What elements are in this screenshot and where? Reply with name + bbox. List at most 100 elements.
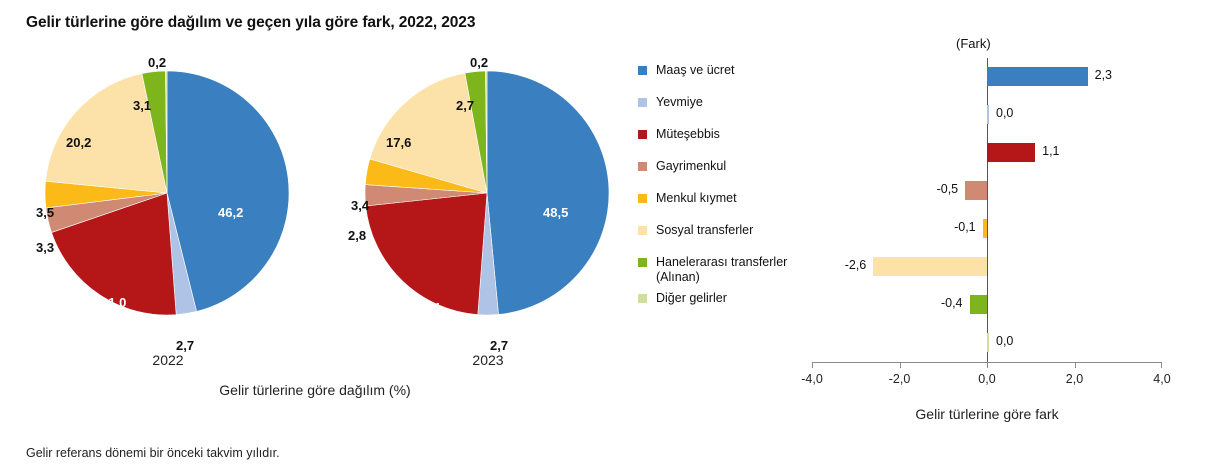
pie-slice-value-label: 46,2 [218,205,244,220]
pie-slice-value-label: 2,7 [490,338,509,353]
pie-slice-value-label: 3,5 [36,205,55,220]
bar-segment[interactable] [987,143,1036,162]
bar-segment[interactable] [987,333,989,352]
pie-chart-2023: 2023 48,5 2,7 22,1 2,8 3,4 17,6 2,7 0,2 [338,50,638,390]
legend-item-mutesebbis[interactable]: Müteşebbis [638,127,838,142]
pie-slice-value-label: 48,5 [543,205,569,220]
bar-chart-fark-label: (Fark) [956,36,991,51]
legend-swatch-icon [638,162,647,171]
bar-segment[interactable] [982,219,987,238]
legend-item-gayrimenkul[interactable]: Gayrimenkul [638,159,838,174]
footnote: Gelir referans dönemi bir önceki takvim … [26,446,280,460]
pie-slice-value-label: 3,4 [351,198,370,213]
pie-slice[interactable] [485,70,488,194]
legend-item-label-line1: Hanelerarası transferler [656,255,788,269]
x-axis-tick-mark [812,362,813,368]
legend: Maaş ve ücret Yevmiye Müteşebbis Gayrime… [638,63,838,323]
pie-chart-2022: 2022 46,2 2,7 21,0 3,3 3,5 20,2 3,1 0,2 [18,50,318,390]
legend-item-label: Maaş ve ücret [656,63,735,77]
bar-value-label: -0,5 [936,182,959,196]
bar-zero-axis-line [987,58,988,362]
bar-row: -2,6 [812,248,1162,286]
bar-value-label: -2,6 [844,258,867,272]
bar-value-label: 0,0 [996,106,1014,120]
bar-segment[interactable] [987,67,1088,86]
pie-slice-value-label: 3,3 [36,240,55,255]
bar-row: -0,1 [812,210,1162,248]
bar-segment[interactable] [873,257,987,276]
legend-swatch-icon [638,130,647,139]
legend-item-menkul-kiymet[interactable]: Menkul kıymet [638,191,838,206]
bar-value-label: 0,0 [996,334,1014,348]
pie-charts-panel: 2022 46,2 2,7 21,0 3,3 3,5 20,2 3,1 0,2 2023 48… [0,50,630,430]
x-axis-tick-label: 4,0 [1153,372,1171,386]
bar-axis-title: Gelir türlerine göre fark [915,406,1059,422]
pie-2023-year-label: 2023 [472,352,504,368]
legend-item-label-line2: (Alınan) [656,270,700,284]
pie-slice[interactable] [365,192,488,315]
legend-item-label: Sosyal transferler [656,223,754,237]
legend-swatch-icon [638,66,647,75]
legend-item-sosyal-transferler[interactable]: Sosyal transferler [638,223,838,238]
x-axis-tick-mark [987,362,988,368]
legend-item-label: Diğer gelirler [656,291,727,305]
pie-slice[interactable] [166,70,290,312]
pie-2022-svg [44,70,290,316]
x-axis-tick-label: 2,0 [1065,372,1084,386]
x-axis-tick-label: 0,0 [978,372,996,386]
legend-swatch-icon [638,98,647,107]
x-axis-tick-mark [1074,362,1076,368]
bar-row: -0,4 [812,286,1162,324]
bar-segment[interactable] [969,295,987,314]
pie-slice[interactable] [45,73,168,194]
legend-item-hanelerarasi-transferler[interactable]: Hanelerarası transferler (Alınan) [638,255,838,285]
pie-slice-value-label: 2,8 [348,228,367,243]
pie-panel-axis-title: Gelir türlerine göre dağılım (%) [219,382,411,398]
bar-value-label: 2,3 [1094,68,1113,82]
legend-item-label: Yevmiye [656,95,703,109]
bar-segment[interactable] [987,105,989,124]
pie-slice-value-label: 2,7 [176,338,195,353]
pie-2023-svg [364,70,610,316]
bar-row: -0,5 [812,172,1162,210]
pie-slice-value-label: 21,0 [101,295,127,310]
bar-row: 2,3 [812,58,1162,96]
legend-item-label-multiline: Hanelerarası transferler (Alınan) [656,255,787,285]
x-axis-tick-mark [899,362,901,368]
bar-value-label: 1,1 [1042,144,1060,158]
pie-slice[interactable] [369,72,488,194]
pie-slice-value-label: 0,2 [470,55,489,70]
pie-slice[interactable] [486,70,610,315]
legend-item-yevmiye[interactable]: Yevmiye [638,95,838,110]
bar-row: 0,0 [812,324,1162,362]
pie-2022-year-label: 2022 [152,352,184,368]
page-title: Gelir türlerine göre dağılım ve geçen yı… [26,14,476,31]
pie-slice-value-label: 20,2 [66,135,92,150]
pie-slice[interactable] [51,192,177,316]
bar-value-label: -0,1 [954,220,976,234]
pie-slice-value-label: 3,1 [133,98,152,113]
legend-item-diger-gelirler[interactable]: Diğer gelirler [638,291,838,306]
legend-item-label: Müteşebbis [656,127,720,141]
legend-swatch-icon [638,258,647,267]
legend-item-label: Gayrimenkul [656,159,727,173]
x-axis-tick-label: -2,0 [888,372,911,386]
bar-row: 0,0 [812,96,1162,134]
pie-slice[interactable] [165,70,168,194]
legend-item-maas-ve-ucret[interactable]: Maaş ve ücret [638,63,838,78]
x-axis-tick-mark [1161,362,1162,368]
bar-chart-plot-area: 2,3 0,0 1,1 -0,5 -0,1 -2,6 -0,4 0,0 [812,58,1162,362]
pie-slice-value-label: 2,7 [456,98,475,113]
legend-swatch-icon [638,194,647,203]
pie-slice-value-label: 22,1 [416,300,442,315]
bar-value-label: -0,4 [940,296,963,310]
legend-swatch-icon [638,226,647,235]
pie-slice-value-label: 17,6 [386,135,412,150]
pie-slice-value-label: 0,2 [148,55,167,70]
legend-item-label: Menkul kıymet [656,191,737,205]
bar-segment[interactable] [965,181,987,200]
bar-row: 1,1 [812,134,1162,172]
difference-bar-chart-panel: (Fark) 2,3 0,0 1,1 -0,5 -0,1 -2,6 -0,4 0,0 -4,0… [801,36,1192,431]
legend-swatch-icon [638,294,647,303]
x-axis-tick-label: -4,0 [801,372,823,386]
